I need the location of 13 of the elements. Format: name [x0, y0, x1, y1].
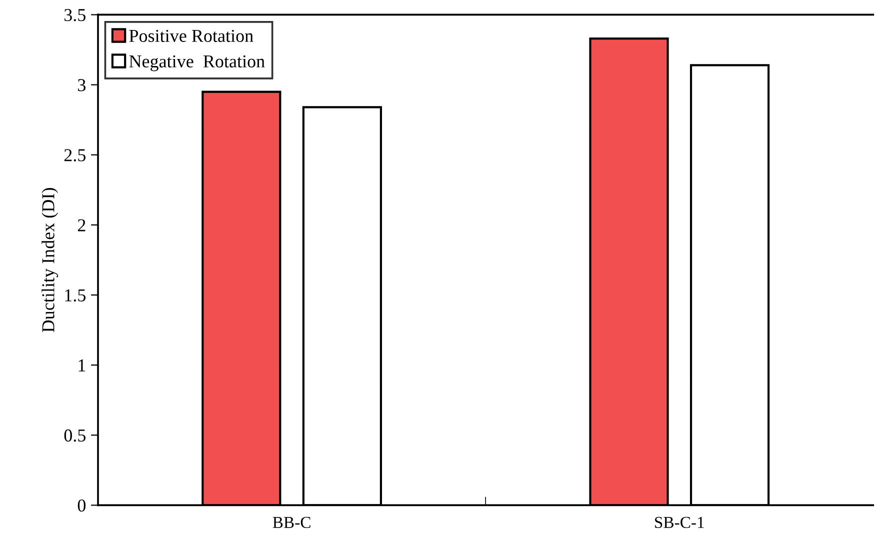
y-tick-label: 3.5: [64, 9, 86, 22]
x-tick-label: BB-C: [272, 516, 310, 528]
y-tick-label: 0: [78, 499, 86, 512]
legend-label: Positive Rotation: [129, 30, 254, 42]
y-tick-label: 3: [78, 79, 86, 92]
y-axis-title: Ductility Index (DI): [42, 188, 58, 332]
legend-label: Negative Rotation: [129, 55, 265, 72]
x-tick-label: SB-C-1: [655, 516, 704, 528]
y-tick-label: 0.5: [64, 429, 86, 442]
y-tick-label: 2: [78, 219, 86, 232]
y-tick-label: 1: [78, 359, 86, 372]
y-tick-label: 1.5: [65, 289, 86, 302]
y-tick-label: 2.5: [64, 149, 86, 162]
